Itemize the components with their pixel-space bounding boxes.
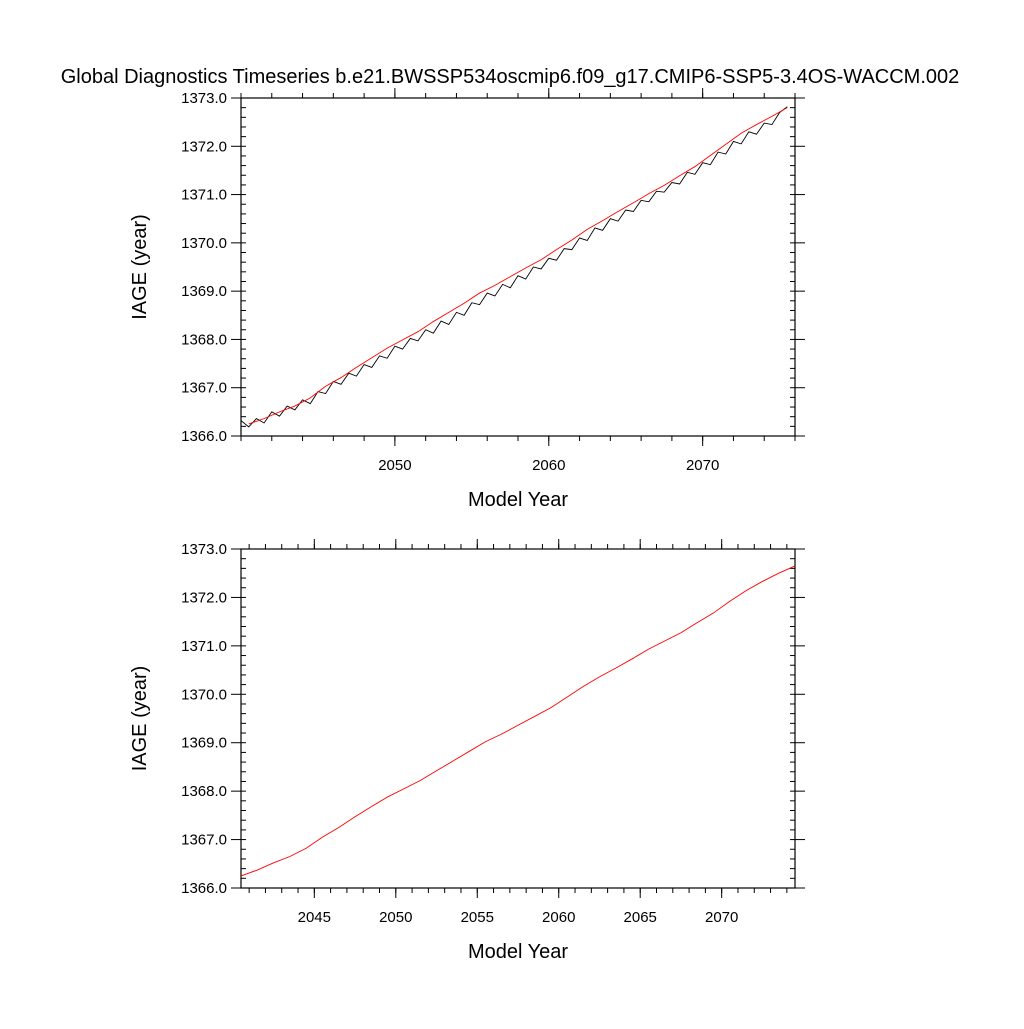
y-tick-label: 1369.0: [181, 735, 227, 752]
y-tick-label: 1369.0: [181, 283, 227, 300]
plot-frame: [240, 97, 796, 437]
x-tick-label: 2065: [624, 909, 657, 926]
y-tick-label: 1368.0: [181, 331, 227, 348]
y-tick-label: 1372.0: [181, 589, 227, 606]
y-tick-label: 1366.0: [181, 428, 227, 445]
y-tick-label: 1366.0: [181, 880, 227, 897]
y-tick-label: 1367.0: [181, 832, 227, 849]
x-tick-label: 2050: [378, 457, 411, 474]
series-line-1: [248, 107, 788, 425]
y-axis-label: IAGE (year): [129, 666, 151, 772]
x-tick-label: 2055: [461, 909, 494, 926]
chart-title: Global Diagnostics Timeseries b.e21.BWSS…: [61, 66, 960, 88]
series-line-0: [241, 565, 795, 877]
y-tick-label: 1370.0: [181, 686, 227, 703]
series-line-0: [241, 106, 788, 428]
x-tick-label: 2070: [686, 457, 719, 474]
plot-frame: [240, 548, 796, 889]
y-tick-label: 1373.0: [181, 90, 227, 107]
x-tick-label: 2060: [542, 909, 575, 926]
y-tick-label: 1368.0: [181, 783, 227, 800]
x-tick-label: 2070: [705, 909, 738, 926]
y-tick-label: 1370.0: [181, 235, 227, 252]
bottom-panel: 1366.0 1367.0 1368.0 1369.0 1370.0 1371.0 1372…: [129, 539, 805, 963]
top-panel: 1366.0 1367.0 1368.0 1369.0 1370.0 1371.0 1372…: [129, 88, 805, 511]
x-tick-label: 2060: [532, 457, 565, 474]
y-tick-label: 1372.0: [181, 138, 227, 155]
x-axis-label: Model Year: [468, 941, 568, 963]
x-axis-label: Model Year: [468, 489, 568, 511]
y-tick-label: 1367.0: [181, 380, 227, 397]
x-tick-label: 2050: [379, 909, 412, 926]
y-tick-label: 1373.0: [181, 541, 227, 558]
y-tick-label: 1371.0: [181, 187, 227, 204]
y-tick-label: 1371.0: [181, 638, 227, 655]
y-axis-label: IAGE (year): [129, 214, 151, 320]
x-tick-label: 2045: [298, 909, 331, 926]
